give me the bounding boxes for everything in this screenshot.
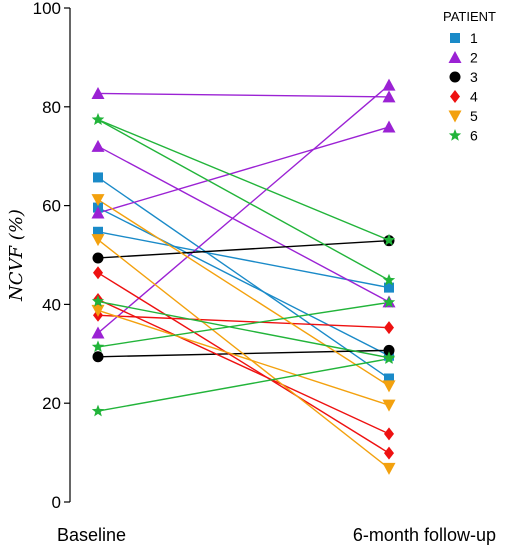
legend-label: 2 [470, 50, 478, 66]
series-line-patient-2 [97, 145, 390, 303]
data-point-patient-6 [382, 273, 396, 286]
data-point-patient-4 [384, 446, 394, 460]
data-point-patient-4 [384, 321, 394, 335]
legend-label: 6 [470, 128, 478, 144]
data-point-patient-2 [91, 206, 105, 219]
series-line-patient-4 [97, 298, 390, 435]
series-line-patient-3 [97, 239, 390, 259]
data-point-patient-6 [91, 340, 105, 353]
axis-layer: 0 20 40 60 80 100 NCVF (%) Baseline 6-month foll… [6, 0, 496, 545]
series-line-patient-6 [97, 358, 390, 412]
data-point-patient-5 [91, 234, 105, 247]
series-line-patient-2 [97, 84, 390, 334]
data-point-patient-1 [93, 226, 103, 237]
legend-marker-3 [449, 71, 461, 83]
data-point-patient-6 [91, 294, 105, 307]
series-line-patient-6 [97, 300, 390, 359]
data-point-patient-5 [91, 194, 105, 207]
series-line-patient-6 [97, 118, 390, 241]
legend-label: 3 [470, 69, 478, 85]
series-line-patient-5 [97, 239, 390, 469]
x-category-label: Baseline [57, 525, 126, 545]
series-lines [97, 84, 390, 469]
y-tick-label: 80 [42, 98, 61, 117]
y-tick-label: 0 [52, 493, 61, 512]
data-point-patient-2 [91, 139, 105, 152]
data-point-patient-5 [382, 380, 396, 393]
legend-marker-2 [448, 51, 462, 63]
legend-label: 5 [470, 108, 478, 124]
data-point-patient-2 [382, 78, 396, 91]
y-tick-label: 20 [42, 394, 61, 413]
data-point-patient-2 [382, 90, 396, 103]
data-point-patient-3 [92, 351, 104, 363]
legend-label: 1 [470, 30, 478, 46]
series-line-patient-1 [97, 231, 390, 289]
x-category-label: 6-month follow-up [353, 525, 496, 545]
series-line-patient-4 [97, 272, 390, 454]
legend: PATIENT 1 2 3 4 5 6 [443, 9, 496, 144]
legend-marker-1 [450, 33, 460, 43]
data-point-patient-6 [91, 404, 105, 417]
series-markers [91, 78, 396, 475]
data-point-patient-6 [382, 233, 396, 246]
data-point-patient-3 [92, 252, 104, 264]
data-point-patient-5 [382, 399, 396, 412]
data-point-patient-5 [91, 304, 105, 317]
series-line-patient-5 [97, 199, 390, 387]
data-point-patient-2 [91, 86, 105, 99]
y-tick-label: 60 [42, 197, 61, 216]
data-point-patient-6 [91, 113, 105, 125]
series-line-patient-1 [97, 206, 390, 357]
series-line-patient-6 [97, 119, 390, 281]
legend-marker-6 [448, 129, 462, 141]
legend-marker-5 [448, 110, 462, 123]
legend-marker-4 [450, 90, 460, 103]
series-line-patient-1 [97, 176, 390, 380]
data-point-patient-4 [93, 266, 103, 280]
data-point-patient-2 [382, 120, 396, 133]
legend-label: 4 [470, 89, 478, 105]
data-point-patient-2 [91, 326, 105, 339]
y-tick-label: 40 [42, 295, 61, 314]
series-line-patient-4 [97, 314, 390, 329]
series-line-patient-2 [97, 126, 390, 214]
data-point-patient-4 [384, 427, 394, 441]
series-line-patient-2 [97, 92, 390, 98]
data-point-patient-1 [93, 172, 103, 183]
data-point-patient-6 [382, 352, 396, 364]
data-point-patient-6 [382, 295, 396, 308]
legend-title: PATIENT [443, 9, 496, 24]
series-line-patient-5 [97, 309, 390, 406]
data-point-patient-1 [384, 282, 394, 293]
y-axis-label: NCVF (%) [6, 209, 27, 302]
data-point-patient-3 [383, 344, 395, 356]
data-point-patient-5 [382, 462, 396, 475]
y-tick-label: 100 [33, 0, 61, 18]
series-line-patient-6 [97, 301, 390, 348]
data-point-patient-1 [384, 373, 394, 384]
